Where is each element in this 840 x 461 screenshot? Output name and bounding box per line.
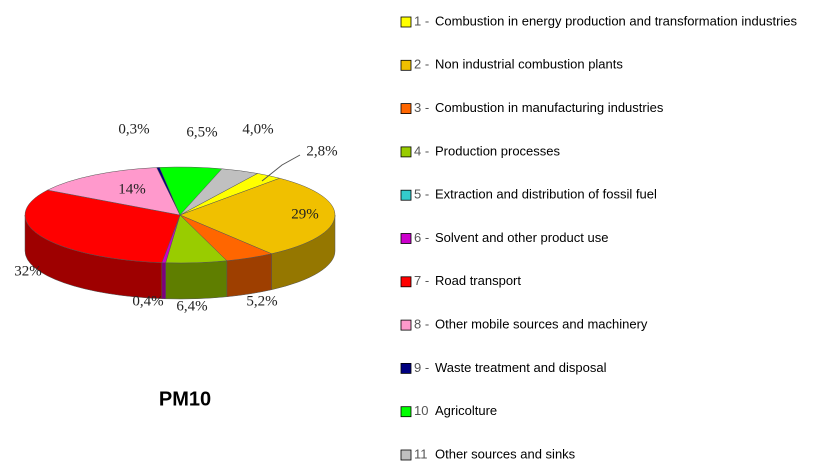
- legend-number: 2 -: [414, 57, 429, 72]
- legend-number: 1 -: [414, 13, 429, 28]
- legend-label: Agricolture: [435, 403, 497, 418]
- slice: [24, 189, 181, 263]
- value-label: 6,4%: [176, 298, 207, 314]
- value-label: 29%: [291, 206, 319, 222]
- legend-swatch: [400, 449, 412, 461]
- legend-number: 8 -: [414, 317, 429, 332]
- legend-label: Other sources and sinks: [435, 446, 576, 461]
- legend-label: Solvent and other product use: [435, 230, 608, 245]
- legend-label: Non industrial combustion plants: [435, 57, 623, 72]
- legend-swatch: [400, 189, 412, 201]
- legend-number: 10: [414, 403, 428, 418]
- value-label: 4,0%: [242, 121, 273, 137]
- value-label: 5,2%: [246, 293, 277, 309]
- legend-number: 7 -: [414, 273, 429, 288]
- legend-number: 6 -: [414, 230, 429, 245]
- legend-swatch: [400, 146, 412, 158]
- value-label: 0,4%: [132, 293, 163, 309]
- value-label: 0,3%: [118, 121, 149, 137]
- legend-swatch: [400, 276, 412, 288]
- legend-swatch: [400, 319, 412, 331]
- legend-label: Combustion in manufacturing industries: [435, 100, 664, 115]
- legend-swatch: [400, 362, 412, 374]
- legend-label: Other mobile sources and machinery: [435, 317, 648, 332]
- slice-side: [165, 260, 228, 300]
- legend-swatch: [400, 16, 412, 28]
- legend-label: Combustion in energy production and tran…: [435, 13, 798, 28]
- legend-swatch: [400, 103, 412, 114]
- value-label: 14%: [118, 181, 146, 197]
- leader-line: [261, 154, 301, 182]
- legend-label: Extraction and distribution of fossil fu…: [435, 187, 657, 202]
- legend-label: Waste treatment and disposal: [435, 360, 607, 375]
- legend-swatch: [400, 406, 412, 418]
- value-label: 2,8%: [306, 143, 337, 159]
- legend-number: 9 -: [414, 360, 429, 375]
- value-label: 6,5%: [186, 124, 217, 140]
- legend-swatch: [400, 59, 412, 71]
- legend-number: 4 -: [414, 143, 429, 158]
- legend-number: 3 -: [414, 100, 429, 115]
- legend-number: 11: [414, 446, 428, 461]
- slice: [179, 177, 336, 254]
- legend-swatch: [400, 233, 412, 244]
- slice: [179, 168, 259, 216]
- chart-title: PM10: [159, 388, 211, 410]
- slice: [46, 167, 181, 216]
- legend-number: 5 -: [414, 187, 429, 202]
- legend-label: Road transport: [435, 273, 521, 288]
- legend-label: Production processes: [435, 143, 561, 158]
- value-label: 32%: [14, 263, 42, 279]
